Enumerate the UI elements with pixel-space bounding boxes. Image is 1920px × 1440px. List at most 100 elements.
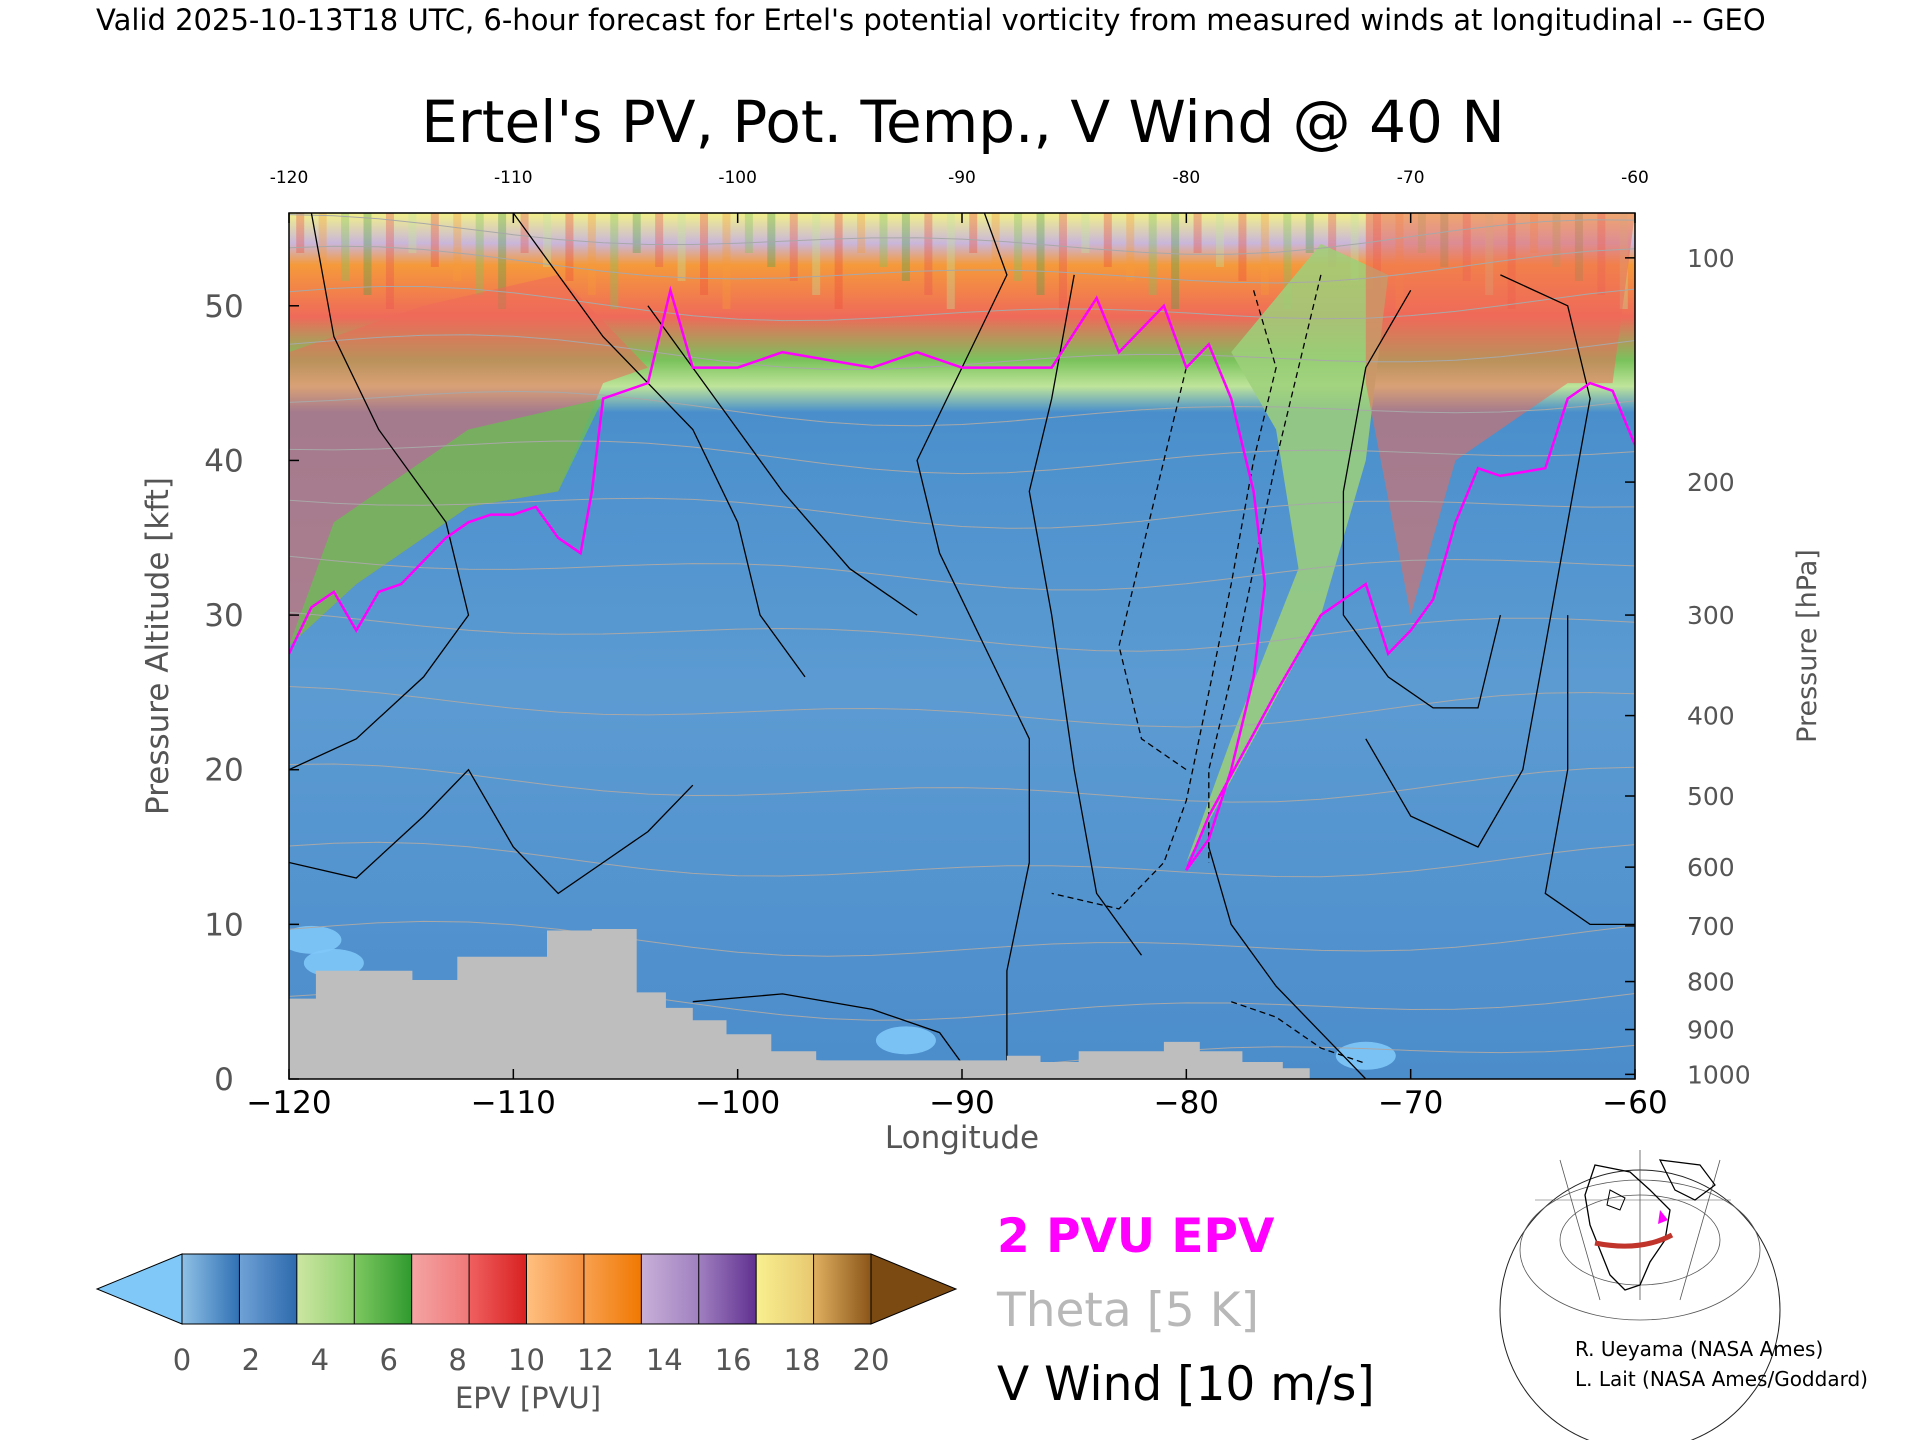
pv-field-band	[430, 213, 439, 267]
chart-title: Ertel's PV, Pot. Temp., V Wind @ 40 N	[421, 88, 1504, 156]
theta-contour	[289, 555, 1635, 591]
pressure-tick-label: 800	[1687, 968, 1735, 997]
colorbar-tick-label: 18	[784, 1343, 821, 1377]
theta-contour	[289, 440, 1635, 475]
x-top-tick-label: -80	[1172, 168, 1200, 188]
pv-field-band	[1148, 213, 1157, 295]
theta-contour	[289, 763, 1635, 803]
wind-contour-negative	[1051, 290, 1277, 910]
theta-contour	[289, 286, 1635, 322]
pv-field-band	[542, 213, 551, 267]
y-tick-label: 20	[204, 753, 243, 789]
colorbar-segment	[698, 1254, 757, 1324]
colorbar-segment	[469, 1254, 527, 1324]
pv-field-band	[408, 213, 417, 253]
colorbar-tick-label: 6	[379, 1343, 397, 1377]
pv-field-band	[1081, 213, 1090, 253]
pv-field-band	[789, 213, 798, 281]
pv-low-patch	[875, 1026, 936, 1055]
x-tick-label: −60	[1602, 1085, 1667, 1121]
theta-contour	[289, 390, 1635, 427]
theta-contour	[289, 686, 1635, 728]
pv-field-band	[924, 213, 933, 295]
x-tick-label: −120	[246, 1085, 331, 1121]
colorbar-segment	[583, 1254, 642, 1324]
x-top-tick-label: -70	[1397, 168, 1425, 188]
theta-contour	[289, 497, 1635, 529]
theta-contour	[289, 841, 1635, 878]
wind-contours	[289, 213, 1635, 1079]
x-tick-label: −100	[695, 1085, 780, 1121]
pv-field-band	[1238, 213, 1247, 281]
y-axis-left: 0 10 20 30 40 50	[204, 289, 299, 1098]
pressure-tick-label: 300	[1687, 601, 1735, 630]
pv-field-band	[565, 213, 574, 281]
theta-contour	[289, 214, 1635, 255]
pv-field-band	[946, 213, 955, 309]
y-tick-label: 40	[204, 443, 243, 479]
colorbar-segment	[641, 1254, 700, 1324]
credit-line: L. Lait (NASA Ames/Goddard)	[1575, 1367, 1868, 1391]
pv-field-band	[767, 213, 776, 267]
x-top-tick-label: -60	[1621, 168, 1649, 188]
pv-field-band	[901, 213, 910, 281]
pv-field-band	[498, 213, 507, 309]
wind-contour-negative	[1208, 274, 1322, 863]
pv-field-band	[385, 213, 394, 309]
pv-field-band	[341, 213, 350, 281]
terrain-mask	[289, 929, 1310, 1079]
y-axis-right-label: Pressure [hPa]	[1792, 549, 1823, 743]
pv-field-band	[700, 213, 709, 295]
x-tick-label: −70	[1378, 1085, 1443, 1121]
colorbar-tick-label: 0	[173, 1343, 191, 1377]
x-tick-label: −90	[929, 1085, 994, 1121]
pressure-tick-label: 200	[1687, 468, 1735, 497]
x-top-tick-label: -110	[494, 168, 533, 188]
x-tick-label: −80	[1154, 1085, 1219, 1121]
colorbar-tick-label: 8	[448, 1343, 466, 1377]
colorbar-tick-label: 10	[508, 1343, 545, 1377]
colorbar-segment	[813, 1254, 872, 1324]
pv-field-band	[812, 213, 821, 295]
pv-field-band	[632, 213, 641, 253]
wind-contour	[289, 768, 694, 895]
x-tick-label: −110	[471, 1085, 556, 1121]
colorbar-segment	[296, 1254, 355, 1324]
pv-field-band	[587, 213, 596, 295]
pv-field-band	[1014, 213, 1023, 281]
credit-line: R. Ueyama (NASA Ames)	[1575, 1337, 1824, 1361]
theta-contour	[289, 245, 1635, 284]
pv-field-band	[1193, 213, 1202, 253]
x-axis-top: -120 -110 -100 -90 -80 -70 -60	[270, 168, 1649, 223]
wind-contour	[512, 213, 806, 678]
colorbar-tick-label: 2	[242, 1343, 260, 1377]
x-top-tick-label: -100	[718, 168, 757, 188]
pv-field-band	[1036, 213, 1045, 295]
plot-area	[289, 213, 1635, 1079]
pressure-tick-label: 900	[1687, 1016, 1735, 1045]
legend-entry: V Wind [10 m/s]	[997, 1357, 1375, 1412]
legend: 2 PVU EPV Theta [5 K] V Wind [10 m/s]	[996, 1209, 1375, 1412]
pv-field-band	[1103, 213, 1112, 267]
pv-field-band	[655, 213, 664, 267]
colorbar-segment	[354, 1254, 413, 1324]
pv-field-band	[453, 213, 462, 281]
pv-field-band	[1058, 213, 1067, 309]
colorbar-tick-label: 12	[577, 1343, 614, 1377]
tropopause-2pvu-line	[289, 285, 1635, 871]
colorbar-label: EPV [PVU]	[455, 1381, 601, 1415]
pv-field-band	[1260, 213, 1269, 295]
wind-contour	[289, 213, 470, 771]
colorbar-segment	[182, 1254, 240, 1324]
pressure-tick-label: 600	[1687, 853, 1735, 882]
wind-contour	[916, 213, 1030, 1079]
colorbar-segment	[239, 1254, 298, 1324]
pv-field-band	[722, 213, 731, 309]
x-top-tick-label: -90	[948, 168, 976, 188]
pv-low-patch	[303, 949, 364, 978]
colorbar-segment	[756, 1254, 815, 1324]
pv-field-band	[969, 213, 978, 253]
colorbar-segment	[526, 1254, 585, 1324]
y-tick-label: 50	[204, 289, 243, 325]
